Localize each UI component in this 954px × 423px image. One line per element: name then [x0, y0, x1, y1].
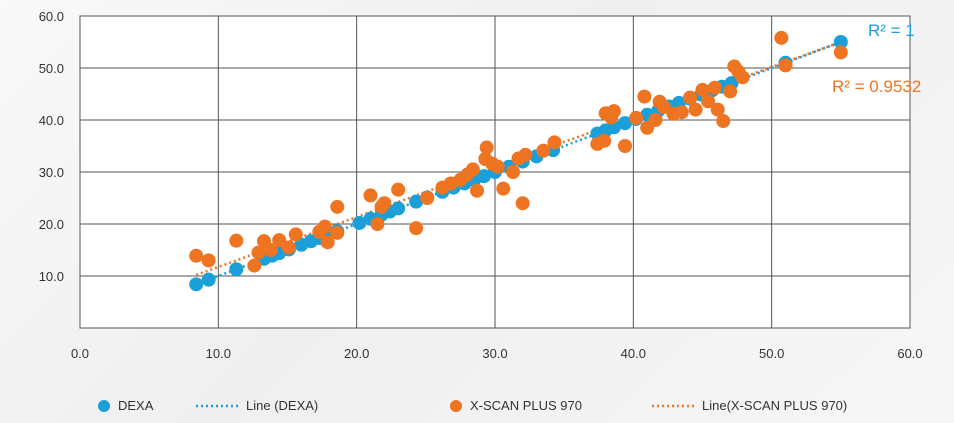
dexa-point [229, 262, 244, 277]
xscan-point [515, 196, 530, 211]
xscan-point [320, 235, 335, 250]
xscan-point [420, 191, 435, 205]
xscan-point [409, 221, 424, 236]
xscan-point [229, 233, 244, 248]
xscan-point [683, 90, 698, 105]
xscan-point [618, 139, 633, 153]
xscan-point [281, 240, 296, 255]
xscan-point [505, 165, 520, 179]
y-tick-label: 10.0 [39, 269, 64, 284]
x-tick-label: 30.0 [482, 346, 507, 361]
xscan-point [723, 84, 738, 99]
xscan-point [606, 104, 621, 119]
legend-dexa-line-label: Line (DEXA) [246, 398, 318, 413]
legend: DEXA Line (DEXA) X-SCAN PLUS 970 Line(X-SCA… [98, 398, 847, 413]
legend-dexa-label: DEXA [118, 398, 154, 413]
xscan-point [272, 233, 287, 248]
xscan-point [597, 133, 612, 148]
xscan-point [637, 89, 652, 104]
dexa-point [189, 277, 204, 292]
xscan-point [251, 245, 266, 260]
dexa-point [391, 201, 406, 216]
r-squared-labels: R² = 1 R² = 0.9532 [832, 21, 921, 96]
r-squared-dexa: R² = 1 [868, 21, 915, 40]
xscan-point [547, 135, 562, 150]
xscan-point [778, 58, 793, 73]
xscan-point [247, 258, 262, 273]
xscan-point [363, 188, 378, 203]
dexa-point [618, 116, 633, 131]
x-tick-label: 20.0 [344, 346, 369, 361]
xscan-point [536, 143, 551, 158]
xscan-point [391, 182, 406, 197]
xscan-point [735, 70, 750, 85]
dexa-point [409, 194, 424, 209]
xscan-point [189, 248, 204, 263]
legend-xscan-label: X-SCAN PLUS 970 [470, 398, 582, 413]
xscan-point [716, 114, 731, 129]
x-tick-label: 10.0 [206, 346, 231, 361]
y-tick-label: 60.0 [39, 9, 64, 24]
xscan-point [701, 94, 716, 109]
xscan-point [518, 147, 533, 162]
xscan-point [648, 113, 663, 127]
xscan-point [833, 45, 848, 60]
xscan-point [201, 253, 216, 268]
xscan-point [496, 181, 511, 196]
x-tick-label: 0.0 [71, 346, 89, 361]
xscan-point [330, 225, 345, 240]
y-tick-label: 30.0 [39, 165, 64, 180]
xscan-point [470, 183, 485, 198]
xscan-point [490, 159, 505, 174]
x-tick-label: 50.0 [759, 346, 784, 361]
r-squared-xscan: R² = 0.9532 [832, 77, 921, 96]
xscan-point [377, 196, 392, 211]
xscan-point [688, 102, 703, 117]
dexa-point [476, 169, 491, 184]
plot-border [79, 15, 911, 329]
legend-xscan-marker [450, 400, 462, 412]
xscan-point [674, 105, 689, 120]
y-tick-label: 40.0 [39, 113, 64, 128]
xscan-point [629, 110, 644, 125]
xscan-point [479, 140, 494, 155]
xscan-point [710, 102, 725, 117]
xscan-point [707, 80, 722, 95]
legend-dexa-marker [98, 400, 110, 412]
xscan-point [263, 243, 278, 257]
dexa-point [833, 35, 848, 49]
xscan-point [465, 162, 480, 177]
dexa-point [201, 272, 216, 287]
xscan-point [370, 217, 385, 231]
x-tick-label: 40.0 [621, 346, 646, 361]
xscan-point [774, 30, 789, 45]
legend-xscan-line-label: Line(X-SCAN PLUS 970) [702, 398, 847, 413]
x-tick-label: 60.0 [897, 346, 922, 361]
xscan-point [288, 227, 303, 242]
y-tick-label: 50.0 [39, 61, 64, 76]
xscan-point [330, 199, 345, 214]
dexa-point [352, 215, 367, 230]
xscan-point [317, 219, 332, 234]
data-points [189, 30, 848, 292]
y-tick-label: 20.0 [39, 217, 64, 232]
axis-tick-labels: 0.0 10.0 20.0 30.0 40.0 50.0 60.0 10.0 20.0 30.0 4… [39, 9, 923, 361]
xscan-point [695, 82, 710, 97]
